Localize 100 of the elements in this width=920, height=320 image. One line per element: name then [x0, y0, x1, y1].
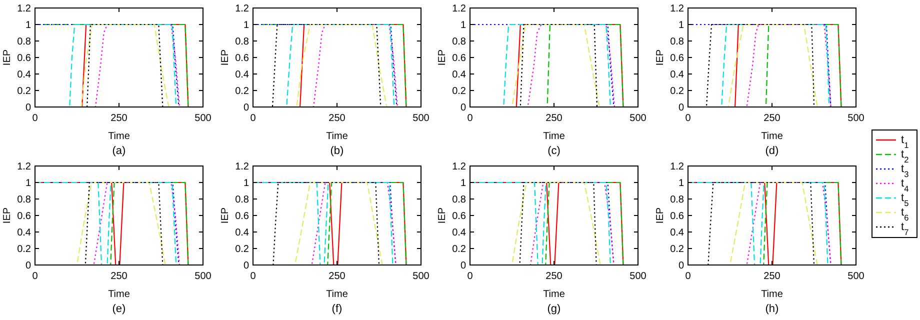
text: (b): [330, 145, 344, 157]
y-tick-label: 0: [678, 260, 684, 272]
y-tick-label: 0.6: [17, 53, 32, 64]
y-tick-label: 1.2: [235, 4, 250, 14]
x-tick-label: 0: [467, 113, 474, 124]
x-tick-label: 500: [630, 271, 647, 282]
y-tick-label: 0.8: [17, 36, 32, 48]
x-tick-label: 0: [32, 271, 38, 282]
text: (f): [332, 303, 342, 315]
text: (g): [547, 303, 561, 315]
x-tick-label: 0: [467, 271, 474, 282]
x-tick-label: 0: [250, 271, 256, 282]
x-tick-label: 500: [630, 113, 647, 124]
x-axis-title: Time: [326, 131, 348, 142]
y-tick-label: 0.2: [670, 86, 684, 97]
y-tick-label: 0.8: [452, 194, 466, 206]
y-axis-title: IEP: [655, 49, 666, 66]
x-tick-label: 0: [250, 113, 256, 124]
y-tick-label: 1.2: [235, 162, 250, 172]
y-tick-label: 0.6: [452, 53, 466, 64]
y-tick-label: 0: [460, 102, 466, 114]
x-tick-label: 500: [848, 271, 865, 282]
y-tick-label: 1: [243, 178, 250, 189]
y-tick-label: 0.4: [670, 228, 684, 238]
x-axis-title: Time: [761, 289, 784, 300]
x-axis-title: Time: [543, 131, 566, 142]
legend-label: t$_{3}$: [901, 163, 910, 178]
x-tick-label: 500: [412, 271, 430, 282]
y-tick-label: 0.6: [670, 211, 684, 222]
y-tick-label: 1.2: [452, 4, 466, 14]
y-tick-label: 0.8: [670, 194, 684, 206]
y-tick-label: 0.2: [235, 244, 250, 255]
y-tick-label: 0.6: [17, 211, 32, 222]
y-tick-label: 0.4: [17, 70, 32, 80]
y-tick-label: 0.2: [452, 86, 466, 97]
y-tick-label: 0: [25, 102, 32, 114]
y-tick-label: 0.4: [235, 70, 250, 80]
text: (e): [112, 303, 126, 315]
y-tick-label: 0: [25, 260, 32, 272]
y-tick-label: 0.4: [670, 70, 684, 80]
x-axis-title: Time: [761, 131, 784, 142]
text: (c): [548, 145, 560, 157]
y-tick-label: 0.2: [452, 244, 466, 255]
y-tick-label: 1: [243, 20, 250, 31]
x-tick-label: 250: [328, 271, 346, 282]
y-tick-label: 0.6: [452, 211, 466, 222]
x-axis-title: Time: [108, 289, 130, 300]
y-tick-label: 1: [25, 178, 32, 189]
x-tick-label: 0: [32, 113, 38, 124]
x-tick-label: 500: [412, 113, 430, 124]
x-tick-label: 250: [546, 271, 563, 282]
text: (a): [112, 145, 126, 157]
y-axis-title: IEP: [437, 49, 448, 66]
y-tick-label: 0.6: [670, 53, 684, 64]
y-axis-title: IEP: [220, 49, 231, 66]
y-tick-label: 0.2: [670, 244, 684, 255]
y-tick-label: 1: [678, 178, 684, 189]
y-axis-title: IEP: [655, 207, 666, 224]
y-tick-label: 0.6: [235, 211, 250, 222]
text: (h): [765, 303, 779, 315]
y-axis-title: IEP: [2, 207, 13, 224]
legend-label: t$_{7}$: [901, 221, 910, 236]
y-tick-label: 0.8: [670, 36, 684, 48]
x-tick-label: 500: [194, 271, 212, 282]
y-tick-label: 1.2: [452, 162, 466, 172]
x-tick-label: 500: [848, 113, 865, 124]
y-tick-label: 1: [460, 178, 466, 189]
y-tick-label: 0: [243, 102, 250, 114]
y-tick-label: 0.2: [235, 86, 250, 97]
y-tick-label: 1.2: [670, 4, 684, 14]
y-tick-label: 1.2: [17, 162, 32, 172]
x-tick-label: 0: [685, 113, 692, 124]
y-tick-label: 1.2: [17, 4, 32, 14]
y-tick-label: 1: [678, 20, 684, 31]
legend-label: t$_{4}$: [901, 178, 910, 193]
y-tick-label: 0: [460, 260, 466, 272]
y-tick-label: 0.4: [452, 228, 466, 238]
y-tick-label: 1: [25, 20, 32, 31]
x-tick-label: 250: [546, 113, 563, 124]
y-tick-label: 1.2: [670, 162, 684, 172]
text: (d): [765, 145, 779, 157]
y-tick-label: 0.4: [17, 228, 32, 238]
y-tick-label: 0: [678, 102, 684, 114]
y-tick-label: 0.2: [17, 86, 32, 97]
x-tick-label: 250: [764, 113, 781, 124]
y-axis-title: IEP: [2, 49, 13, 66]
y-axis-title: IEP: [437, 207, 448, 224]
x-tick-label: 0: [685, 271, 692, 282]
x-tick-label: 250: [328, 113, 346, 124]
legend-label: t$_{1}$: [901, 134, 910, 150]
y-tick-label: 0.2: [17, 244, 32, 255]
y-tick-label: 0.8: [235, 194, 250, 206]
y-tick-label: 0: [243, 260, 250, 272]
y-tick-label: 0.8: [17, 194, 32, 206]
y-axis-title: IEP: [220, 207, 231, 224]
x-tick-label: 250: [110, 113, 128, 124]
y-tick-label: 0.6: [235, 53, 250, 64]
y-tick-label: 0.4: [452, 70, 466, 80]
x-axis-title: Time: [108, 131, 130, 142]
x-axis-title: Time: [543, 289, 566, 300]
